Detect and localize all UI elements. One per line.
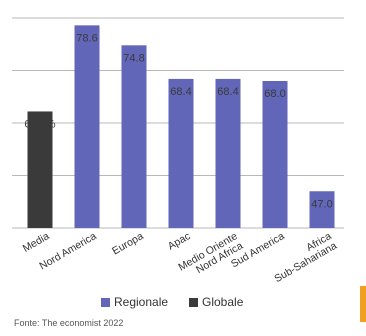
data-label: 68.0 bbox=[264, 88, 285, 100]
data-label: 68.4 bbox=[217, 86, 238, 98]
category-tick-label: Apac bbox=[166, 230, 193, 252]
data-labels: 62,2% 78.6 74.8 68.4 68.4 68.0 47.0 bbox=[24, 32, 332, 210]
category-tick-label: Europa bbox=[110, 230, 145, 257]
legend-swatch-globale bbox=[189, 298, 198, 307]
legend-swatch-regionale bbox=[101, 298, 110, 307]
data-label: 68.4 bbox=[170, 86, 191, 98]
data-label: 47.0 bbox=[311, 198, 332, 210]
legend-label-globale: Globale bbox=[202, 295, 244, 309]
bar-regionale bbox=[262, 81, 288, 228]
legend-label-regionale: Regionale bbox=[114, 295, 168, 309]
category-tick-label: Media bbox=[21, 230, 52, 255]
bar-globale bbox=[27, 111, 53, 228]
category-tick-label-line: Europa bbox=[110, 230, 145, 257]
source-note: Fonte: The economist 2022 bbox=[14, 318, 124, 328]
category-tick-label-line: Apac bbox=[166, 230, 193, 252]
bar-regionale bbox=[168, 78, 194, 229]
bar-regionale bbox=[74, 25, 100, 228]
data-label: 74.8 bbox=[123, 52, 144, 64]
bar-regionale bbox=[215, 78, 241, 229]
data-label: 78.6 bbox=[76, 32, 97, 44]
bars bbox=[27, 25, 335, 229]
data-label: 62,2% bbox=[24, 118, 55, 130]
corner-accent-bar bbox=[360, 286, 366, 322]
category-tick-label-line: Media bbox=[21, 230, 52, 255]
legend: Regionale Globale bbox=[101, 295, 244, 309]
bar-regionale bbox=[309, 191, 335, 228]
bar-regionale bbox=[121, 45, 147, 228]
